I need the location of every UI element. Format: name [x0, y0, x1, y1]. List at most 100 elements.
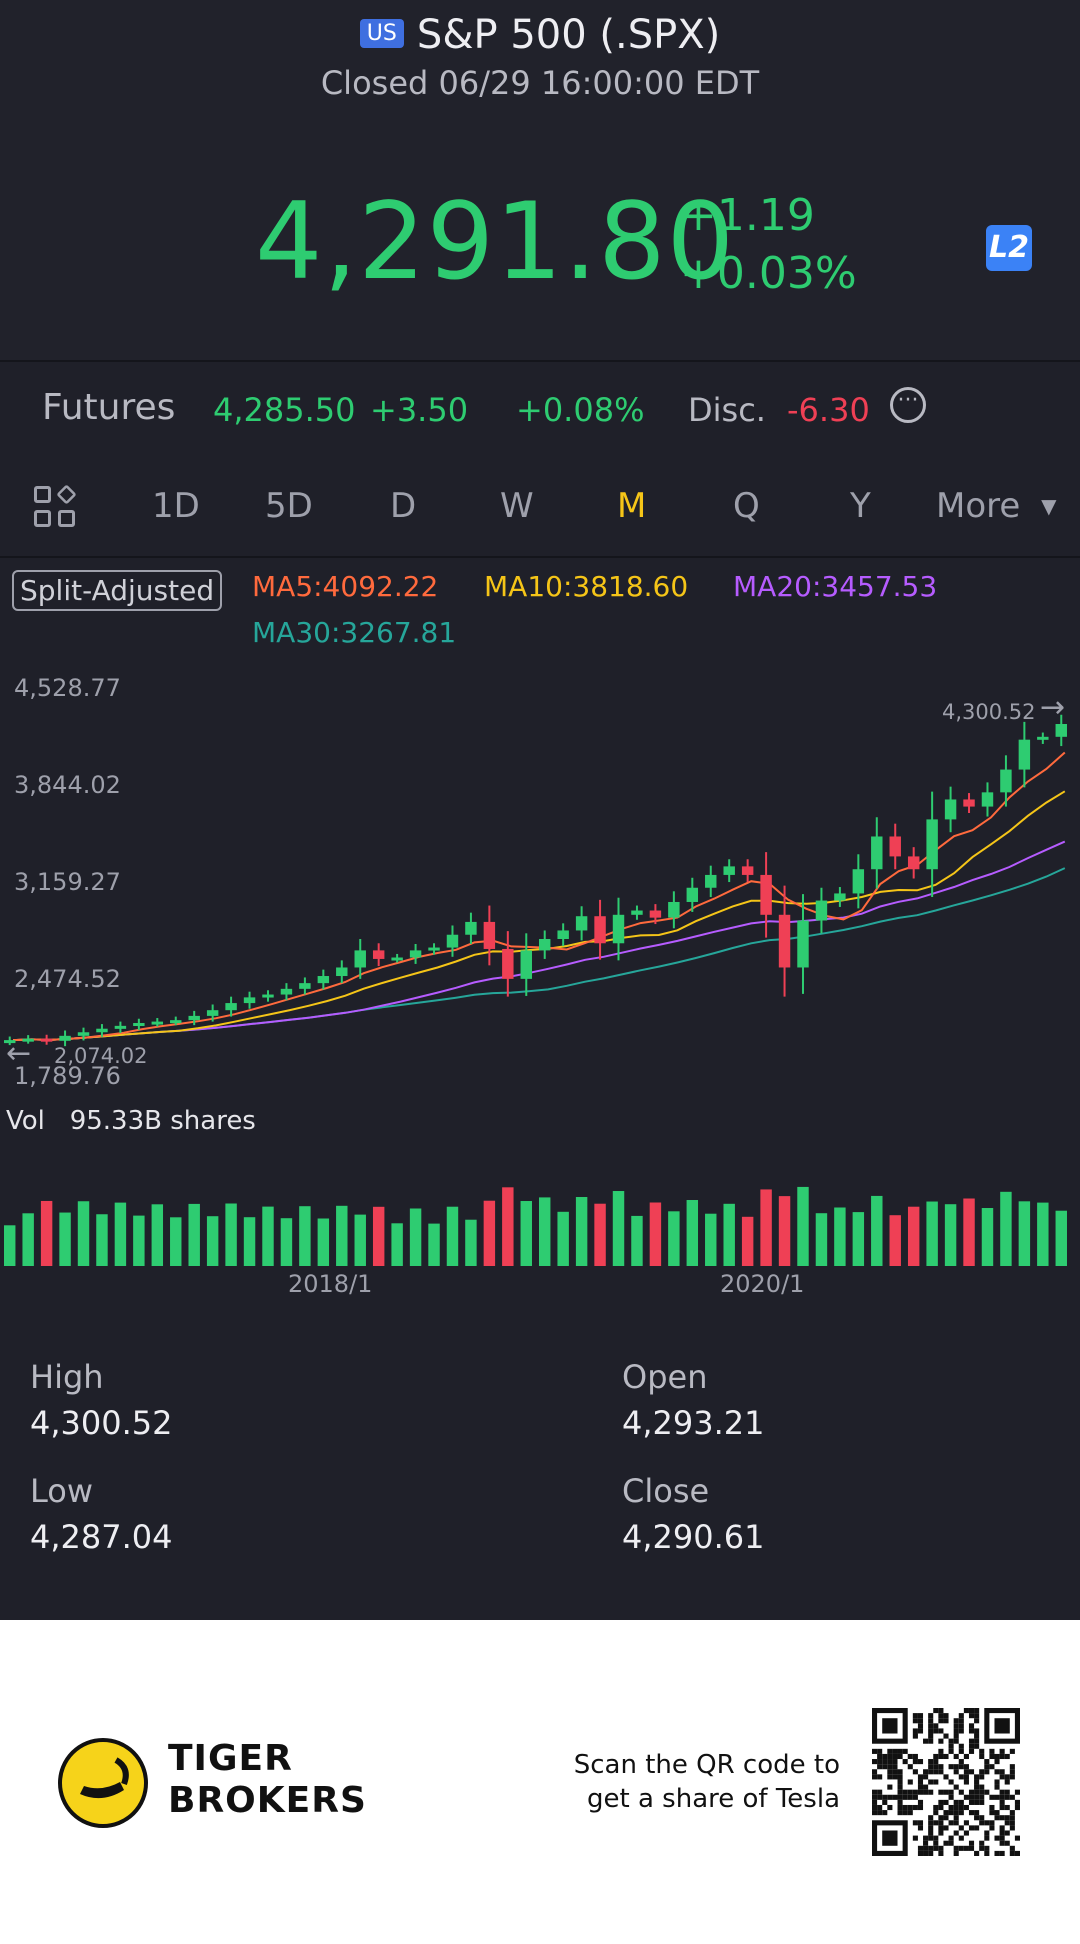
ellipsis-circle-icon[interactable]: ···	[890, 387, 926, 423]
volume-bar	[114, 1202, 127, 1266]
candle	[575, 906, 588, 941]
title-row: US S&P 500 (.SPX)	[0, 12, 1080, 58]
candle	[668, 891, 680, 929]
y-tick-label: 3,844.02	[14, 771, 121, 799]
candle	[114, 1021, 127, 1033]
volume-bar	[391, 1223, 403, 1266]
volume-bar	[77, 1201, 90, 1266]
volume-bar	[336, 1205, 348, 1266]
ma5-line	[13, 751, 1066, 1042]
candle	[372, 943, 385, 967]
disc-label: Disc.	[688, 391, 766, 429]
candle	[871, 817, 883, 889]
stat-low: Low 4,287.04	[30, 1472, 173, 1556]
candle	[852, 854, 865, 909]
candle	[557, 923, 569, 947]
tab-w[interactable]: W	[500, 486, 534, 526]
tab-1d[interactable]: 1D	[152, 486, 200, 526]
volume-bar	[557, 1211, 569, 1266]
tab-m[interactable]: M	[617, 486, 647, 526]
qr-code-icon[interactable]	[872, 1708, 1020, 1856]
volume-bar	[446, 1206, 459, 1266]
candle	[741, 859, 754, 883]
tiger-logo-icon	[58, 1738, 148, 1828]
candle	[336, 960, 348, 984]
candle	[151, 1018, 164, 1027]
candle	[22, 1035, 34, 1044]
candle	[649, 904, 662, 925]
y-tick-label: 4,528.77	[14, 674, 121, 702]
candle	[612, 897, 625, 961]
stat-high: High 4,300.52	[30, 1358, 173, 1442]
volume-bar	[372, 1206, 385, 1266]
volume-bar	[40, 1200, 53, 1266]
volume-bar	[963, 1198, 975, 1266]
promo-text: Scan the QR code to	[573, 1750, 840, 1780]
volume-bar	[668, 1211, 680, 1266]
page-title: S&P 500 (.SPX)	[416, 12, 721, 58]
candle	[391, 953, 403, 963]
volume-bar	[797, 1186, 809, 1266]
volume-bar	[262, 1206, 274, 1266]
high-marker: 4,300.52	[942, 700, 1036, 724]
volume-bar	[243, 1217, 256, 1266]
promo-footer: TIGER BROKERS Scan the QR code to get a …	[0, 1620, 1080, 1944]
futures-row[interactable]: Futures 4,285.50 +3.50 +0.08% Disc. -6.3…	[0, 385, 1080, 435]
x-tick-label: 2020/1	[720, 1270, 805, 1298]
tab-d[interactable]: D	[390, 486, 417, 526]
volume-bar	[852, 1212, 865, 1266]
tab-y[interactable]: Y	[850, 486, 871, 526]
brand-name: TIGER	[168, 1738, 293, 1779]
volume-bar	[280, 1218, 293, 1266]
low-marker: 2,074.02	[54, 1044, 148, 1068]
y-tick-label: 1,789.76	[14, 1062, 121, 1090]
y-tick-label: 2,474.52	[14, 965, 121, 993]
volume-bar	[299, 1206, 311, 1266]
volume-bar	[96, 1214, 108, 1266]
candle	[594, 899, 606, 960]
y-tick-label: 3,159.27	[14, 868, 121, 896]
volume-bar	[889, 1215, 901, 1266]
volume-bar	[133, 1215, 145, 1266]
candle	[96, 1024, 108, 1037]
volume-bar	[612, 1191, 625, 1266]
x-tick-label: 2018/1	[288, 1270, 373, 1298]
ma20-label: MA20:3457.53	[733, 570, 938, 603]
futures-label: Futures	[42, 387, 176, 428]
volume-bar	[631, 1215, 643, 1266]
tab-more[interactable]: More ▼	[936, 486, 1057, 526]
level2-button[interactable]: L2	[986, 225, 1032, 271]
split-adjusted-toggle[interactable]: Split-Adjusted	[12, 570, 223, 611]
layout-grid-icon[interactable]	[34, 484, 78, 530]
ma30-label: MA30:3267.81	[252, 616, 457, 649]
candle	[963, 793, 975, 813]
candle	[834, 887, 846, 907]
volume-bar	[871, 1195, 883, 1266]
candle	[446, 925, 459, 957]
tab-5d[interactable]: 5D	[265, 486, 313, 526]
candlestick-chart[interactable]	[0, 660, 1080, 1120]
volume-bar	[686, 1200, 699, 1266]
volume-bar	[723, 1203, 735, 1266]
volume-bar	[1018, 1201, 1031, 1266]
tab-q[interactable]: Q	[733, 486, 760, 526]
ma5-label: MA5:4092.22	[252, 570, 439, 603]
volume-bar	[741, 1216, 754, 1266]
candle	[705, 865, 717, 897]
volume-bar	[539, 1197, 551, 1266]
volume-bar	[151, 1204, 164, 1266]
futures-change: +3.50	[370, 391, 469, 429]
volume-bar	[354, 1214, 366, 1266]
candle	[280, 983, 293, 1001]
volume-bar	[170, 1217, 182, 1266]
volume-bar	[944, 1204, 957, 1266]
period-tabs: 1D 5D D W M Q Y More ▼	[0, 480, 1080, 540]
candle	[760, 852, 772, 938]
candle	[631, 905, 643, 920]
candle	[428, 943, 440, 955]
arrow-left-icon: ←	[6, 1036, 32, 1071]
disc-value: -6.30	[787, 391, 870, 429]
candle	[133, 1018, 145, 1031]
brand-name: BROKERS	[168, 1780, 367, 1821]
volume-label: Vol 95.33B shares	[6, 1106, 256, 1136]
